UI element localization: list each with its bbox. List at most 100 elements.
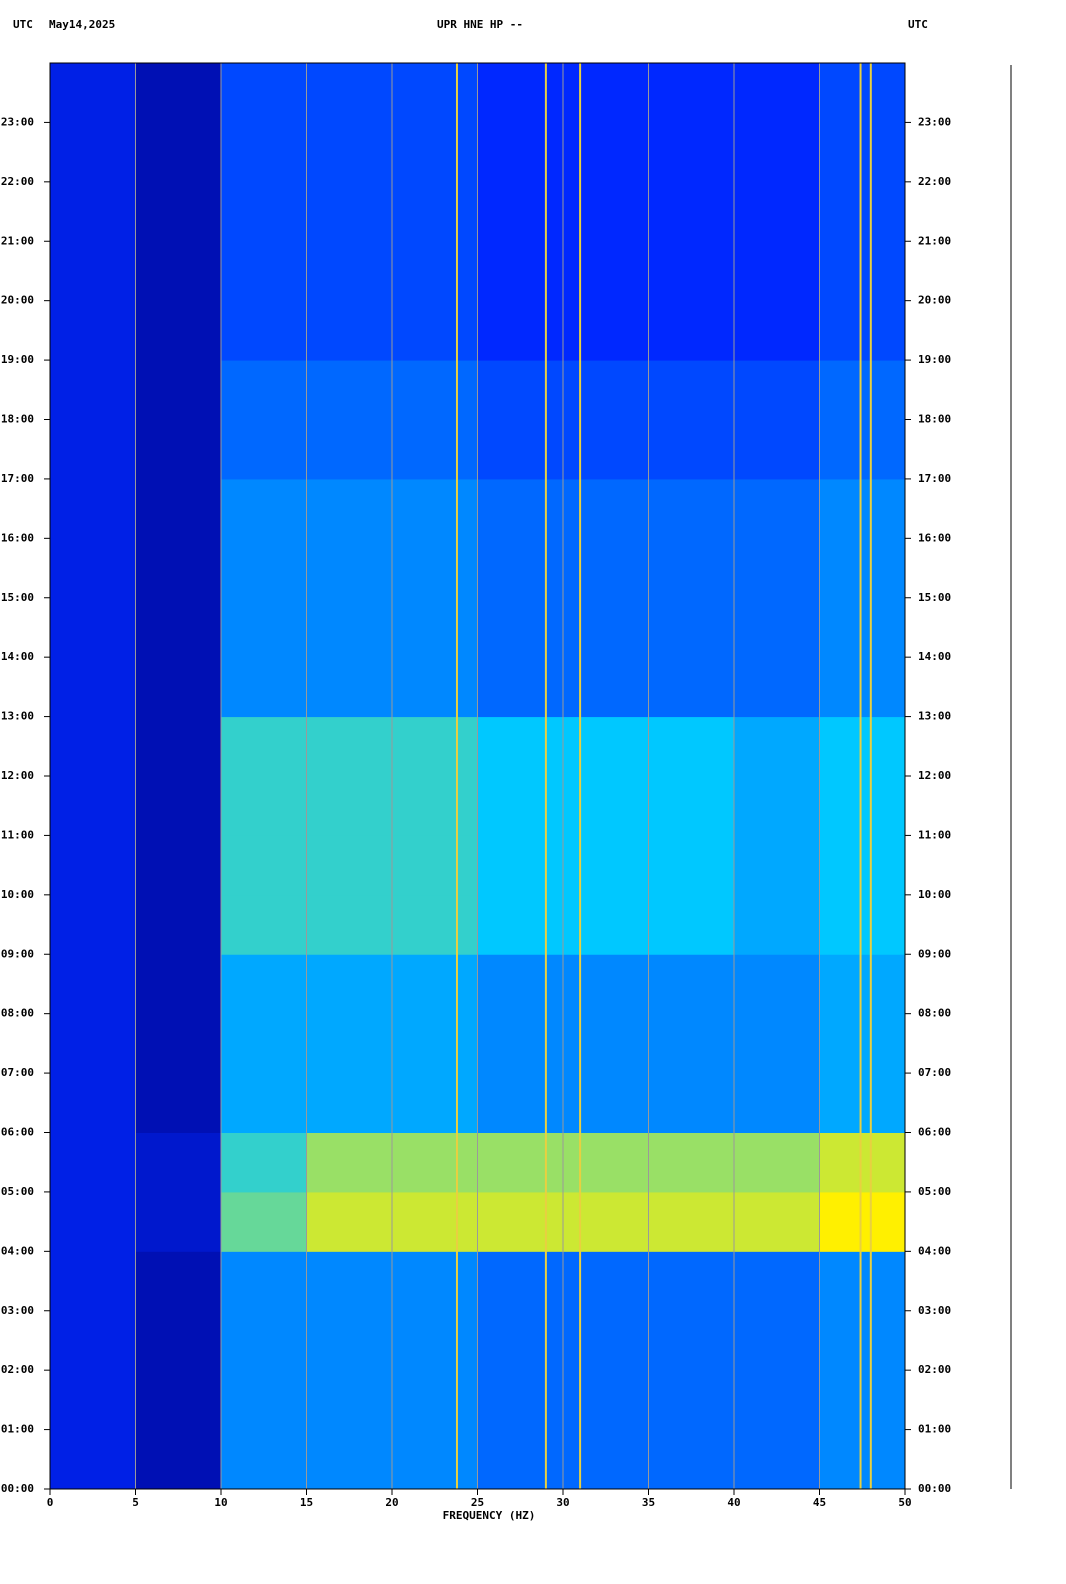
heatmap-cell [563, 241, 649, 302]
y-tick-label: 21:00 [1, 234, 34, 247]
heatmap-cell [734, 1013, 820, 1074]
heatmap-cell [135, 63, 222, 123]
heatmap-cell [734, 776, 820, 836]
heatmap-cell [734, 716, 820, 777]
y-tick-label: 17:00 [918, 472, 951, 485]
heatmap-cell [563, 122, 649, 183]
heatmap-cell [477, 360, 564, 420]
heatmap-cell [819, 1191, 906, 1252]
x-tick-label: 25 [471, 1496, 484, 1509]
heatmap-cell [306, 1013, 393, 1074]
y-tick-label: 04:00 [918, 1244, 951, 1257]
x-tick-label: 40 [727, 1496, 740, 1509]
heatmap-cell [819, 241, 906, 302]
heatmap-cell [221, 419, 307, 480]
heatmap-cell [135, 1132, 222, 1193]
heatmap-cell [392, 181, 478, 242]
y-tick-label: 22:00 [1, 175, 34, 188]
heatmap-cell [648, 1370, 735, 1431]
heatmap-cell [306, 63, 393, 123]
y-tick-label: 01:00 [918, 1423, 951, 1436]
heatmap-cell [477, 597, 564, 658]
heatmap-cell [563, 538, 649, 599]
heatmap-cell [306, 1370, 393, 1431]
heatmap-cell [734, 360, 820, 420]
heatmap-cell [50, 360, 136, 420]
heatmap-cell [819, 419, 906, 480]
heatmap-cell [392, 1191, 478, 1252]
y-tick-label: 04:00 [1, 1244, 34, 1257]
heatmap-cell [648, 63, 735, 123]
heatmap-cell [734, 1370, 820, 1431]
heatmap-cell [563, 1073, 649, 1133]
heatmap-cell [50, 1370, 136, 1431]
heatmap-cell [221, 538, 307, 599]
heatmap-cell [135, 1073, 222, 1133]
heatmap-cell [135, 1191, 222, 1252]
y-tick-label: 00:00 [918, 1482, 951, 1495]
heatmap-cell [306, 776, 393, 836]
x-tick-label: 35 [642, 1496, 655, 1509]
heatmap-cell [563, 954, 649, 1015]
heatmap-cell [734, 538, 820, 599]
heatmap-cell [50, 122, 136, 183]
y-tick-label: 05:00 [918, 1185, 951, 1198]
heatmap-cell [477, 538, 564, 599]
heatmap-cell [306, 954, 393, 1015]
heatmap-cell [392, 776, 478, 836]
heatmap-cell [306, 1073, 393, 1133]
heatmap [50, 63, 906, 1490]
heatmap-cell [819, 1310, 906, 1371]
heatmap-cell [135, 300, 222, 361]
heatmap-cell [135, 1370, 222, 1431]
heatmap-cell [648, 478, 735, 539]
heatmap-cell [648, 1073, 735, 1133]
heatmap-cell [819, 1132, 906, 1193]
x-tick-label: 5 [132, 1496, 139, 1509]
heatmap-cell [135, 657, 222, 718]
heatmap-cell [50, 1251, 136, 1312]
x-tick-label: 0 [47, 1496, 54, 1509]
heatmap-cell [734, 241, 820, 302]
heatmap-cell [819, 954, 906, 1015]
heatmap-cell [392, 835, 478, 896]
heatmap-cell [648, 419, 735, 480]
heatmap-cell [135, 954, 222, 1015]
heatmap-cell [221, 478, 307, 539]
heatmap-cell [50, 241, 136, 302]
y-tick-label: 03:00 [918, 1304, 951, 1317]
y-tick-label: 09:00 [1, 947, 34, 960]
y-tick-label: 12:00 [1, 769, 34, 782]
heatmap-cell [221, 241, 307, 302]
heatmap-cell [221, 1073, 307, 1133]
heatmap-cell [221, 954, 307, 1015]
heatmap-cell [392, 419, 478, 480]
y-tick-label: 20:00 [1, 294, 34, 307]
heatmap-cell [306, 1310, 393, 1371]
heatmap-cell [563, 1370, 649, 1431]
heatmap-cell [135, 1251, 222, 1312]
heatmap-cell [819, 716, 906, 777]
heatmap-cell [477, 954, 564, 1015]
heatmap-cell [306, 1132, 393, 1193]
heatmap-cell [477, 657, 564, 718]
heatmap-cell [50, 716, 136, 777]
heatmap-cell [392, 716, 478, 777]
heatmap-cell [563, 1191, 649, 1252]
heatmap-cell [50, 835, 136, 896]
heatmap-cell [221, 716, 307, 777]
heatmap-cell [819, 1013, 906, 1074]
heatmap-cell [306, 597, 393, 658]
heatmap-cell [734, 954, 820, 1015]
heatmap-cell [135, 1429, 222, 1490]
heatmap-cell [563, 776, 649, 836]
heatmap-cell [221, 122, 307, 183]
heatmap-cell [392, 1251, 478, 1312]
y-tick-label: 21:00 [918, 234, 951, 247]
heatmap-cell [819, 1073, 906, 1133]
heatmap-cell [648, 241, 735, 302]
heatmap-cell [648, 1132, 735, 1193]
y-tick-label: 23:00 [1, 115, 34, 128]
heatmap-cell [734, 835, 820, 896]
